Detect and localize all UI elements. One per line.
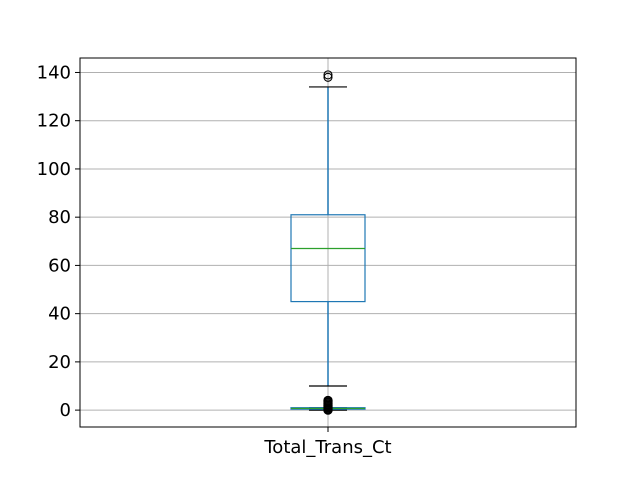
y-tick-label: 80 (48, 207, 71, 228)
y-tick-label: 0 (60, 400, 71, 421)
outlier-cluster-point (323, 395, 333, 406)
x-tick-label: Total_Trans_Ct (263, 437, 391, 458)
y-tick-label: 120 (37, 111, 71, 132)
box-iqr (290, 214, 366, 303)
y-tick-label: 140 (37, 62, 71, 83)
outlier-cluster (323, 395, 333, 415)
outlier-point (323, 72, 333, 82)
axis-layer: 0 20 40 60 80 100 120 140 Total_Trans_Ct (37, 62, 392, 458)
y-tick-label: 60 (48, 255, 71, 276)
plot-frame (79, 57, 577, 428)
y-tick-label: 100 (37, 159, 71, 180)
outlier-point (323, 70, 333, 80)
marks-layer (290, 70, 366, 415)
y-tick-label: 40 (48, 304, 71, 325)
box-group (290, 70, 366, 387)
y-tick-label: 20 (48, 352, 71, 373)
